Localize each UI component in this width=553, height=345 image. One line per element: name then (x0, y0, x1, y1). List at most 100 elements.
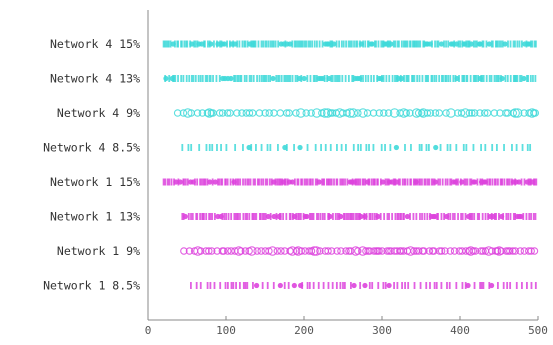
data-point (238, 109, 246, 117)
data-point (509, 75, 512, 82)
x-tick-labels: 0 100 200 300 400 500 (145, 324, 548, 337)
data-point (446, 247, 455, 255)
data-point (265, 75, 268, 82)
data-point (300, 178, 303, 186)
data-point (331, 282, 334, 289)
data-point (331, 75, 334, 82)
data-point (386, 213, 389, 220)
data-point (184, 178, 187, 186)
data-point (471, 213, 474, 220)
data-point (503, 178, 506, 186)
data-point (311, 40, 314, 48)
data-point (317, 282, 320, 289)
axes (147, 10, 539, 321)
data-point (528, 213, 531, 220)
data-point (425, 247, 434, 255)
data-point (459, 179, 465, 185)
data-point (529, 75, 532, 82)
data-point (237, 247, 245, 255)
data-point (307, 109, 315, 117)
data-point (486, 178, 489, 186)
data-point (225, 178, 227, 186)
data-point (245, 109, 254, 117)
series-row (173, 108, 540, 118)
data-point (201, 75, 204, 82)
data-point (262, 178, 265, 186)
data-point (417, 40, 420, 48)
data-point (230, 282, 233, 289)
data-point (481, 75, 484, 82)
data-point (510, 108, 520, 118)
series-row (163, 75, 537, 82)
data-point (334, 213, 337, 220)
data-point (397, 213, 400, 220)
data-point (185, 247, 194, 255)
data-point (459, 40, 461, 48)
data-point (441, 247, 449, 255)
data-point (413, 40, 416, 48)
data-point (233, 109, 241, 117)
data-point (246, 213, 248, 220)
data-point (238, 40, 241, 48)
data-point (205, 247, 213, 255)
data-point (414, 247, 423, 255)
data-point (440, 75, 443, 82)
data-point (512, 213, 515, 220)
data-point (458, 75, 460, 82)
data-point (516, 75, 519, 82)
data-point (295, 40, 297, 48)
data-point (452, 213, 454, 220)
data-point (351, 282, 357, 289)
data-point (472, 40, 475, 48)
data-point (527, 247, 535, 255)
data-point (516, 40, 519, 48)
data-point (435, 282, 438, 289)
data-point (389, 144, 392, 151)
data-point (209, 75, 212, 82)
data-point (534, 282, 537, 289)
data-point (518, 213, 524, 220)
data-point (457, 40, 460, 48)
data-point (223, 213, 226, 220)
data-point (213, 282, 216, 289)
data-point (371, 213, 374, 220)
data-point (402, 40, 405, 48)
data-point (342, 40, 345, 48)
data-point (404, 178, 407, 186)
data-point (495, 75, 498, 82)
data-point (482, 75, 485, 82)
data-point (254, 282, 260, 289)
data-point (342, 247, 350, 255)
data-point (264, 178, 267, 186)
data-point (425, 75, 428, 82)
data-point (515, 75, 518, 82)
data-point (233, 75, 235, 82)
data-point (316, 213, 318, 220)
data-point (303, 178, 306, 186)
data-point (497, 178, 499, 186)
data-point (375, 40, 377, 48)
data-point (342, 282, 344, 289)
data-point (270, 75, 276, 82)
data-point (329, 178, 332, 186)
data-point (437, 247, 446, 255)
data-point (308, 282, 311, 289)
data-point (277, 40, 280, 48)
data-point (303, 40, 306, 48)
data-point (419, 213, 421, 220)
data-point (435, 247, 444, 255)
data-point (445, 75, 448, 82)
data-point (385, 75, 388, 82)
data-point (480, 144, 482, 151)
data-point (202, 247, 210, 255)
data-point (295, 213, 298, 220)
data-point (329, 144, 332, 151)
data-point (283, 282, 286, 289)
data-point (531, 40, 534, 48)
data-point (485, 40, 488, 48)
data-point (400, 213, 402, 220)
data-point (236, 75, 239, 82)
data-point (368, 213, 371, 220)
data-point (228, 75, 234, 82)
